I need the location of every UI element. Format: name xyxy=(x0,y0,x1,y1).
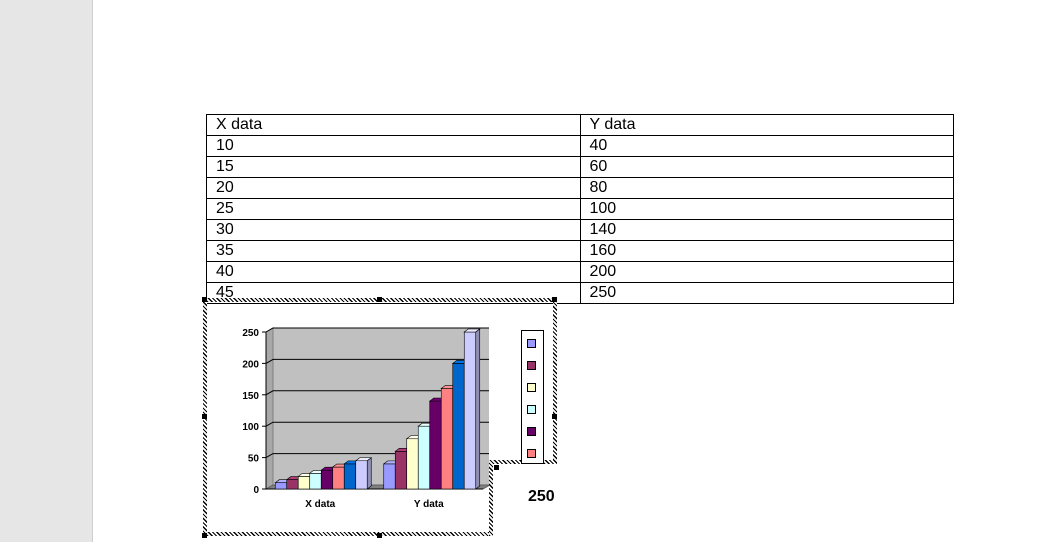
legend-swatch xyxy=(527,383,536,392)
y-tick-label: 250 xyxy=(242,328,259,339)
x-category-label: Y data xyxy=(414,499,444,510)
cell-y-data[interactable]: 60 xyxy=(579,156,954,178)
resize-handle-bottom-right[interactable] xyxy=(494,465,499,470)
table-row: 30 140 xyxy=(206,219,954,241)
cell-y-data[interactable]: 80 xyxy=(579,177,954,199)
legend-swatch xyxy=(527,405,536,414)
cell-x-data[interactable]: 30 xyxy=(206,219,581,241)
bar xyxy=(286,479,299,490)
resize-handle-top-right[interactable] xyxy=(552,297,557,302)
table-row: 20 80 xyxy=(206,177,954,199)
cell-x-data[interactable]: 15 xyxy=(206,156,581,178)
plot-side-wall xyxy=(265,327,274,490)
resize-handle-middle-left[interactable] xyxy=(202,414,207,419)
chart-legend[interactable] xyxy=(521,330,544,464)
y-tick-label: 0 xyxy=(253,485,259,496)
cell-y-data[interactable]: 100 xyxy=(579,198,954,220)
cell-y-data[interactable]: 140 xyxy=(579,219,954,241)
resize-handle-top-left[interactable] xyxy=(202,297,207,302)
value-tooltip: 250 xyxy=(528,488,555,505)
cell-x-data[interactable]: 10 xyxy=(206,135,581,157)
bar-side xyxy=(475,328,481,490)
legend-swatch xyxy=(527,449,536,458)
bar xyxy=(452,363,465,490)
cell-x-data[interactable]: X data xyxy=(206,114,581,136)
bar xyxy=(394,451,408,490)
legend-swatch xyxy=(527,339,536,348)
legend-swatch xyxy=(527,361,536,370)
bar xyxy=(355,460,368,490)
bar xyxy=(320,469,334,490)
resize-handle-middle-right[interactable] xyxy=(552,414,557,419)
cell-y-data[interactable]: 250 xyxy=(579,282,954,304)
selection-border-right-lower[interactable] xyxy=(489,462,493,536)
gridline xyxy=(265,358,489,364)
bar xyxy=(429,400,442,490)
bar xyxy=(463,331,477,490)
selection-border-right-upper[interactable] xyxy=(553,298,557,464)
cell-x-data[interactable]: 25 xyxy=(206,198,581,220)
y-tick-label: 150 xyxy=(242,391,259,402)
cell-x-data[interactable]: 40 xyxy=(206,261,581,283)
cell-x-data[interactable]: 20 xyxy=(206,177,581,199)
resize-handle-top-center[interactable] xyxy=(377,297,382,302)
cell-y-data[interactable]: 160 xyxy=(579,240,954,262)
table-header-row: X data Y data xyxy=(206,114,954,136)
cell-y-data[interactable]: 40 xyxy=(579,135,954,157)
left-margin-panel xyxy=(0,0,93,542)
bar xyxy=(274,482,288,490)
bar xyxy=(309,473,322,490)
y-tick-label: 100 xyxy=(242,422,259,433)
x-category-label: X data xyxy=(305,499,335,510)
cell-x-data[interactable]: 35 xyxy=(206,240,581,262)
table-row: 35 160 xyxy=(206,240,954,262)
cell-y-data[interactable]: Y data xyxy=(579,114,954,136)
table-row: 25 100 xyxy=(206,198,954,220)
table-row: 10 40 xyxy=(206,135,954,157)
resize-handle-bottom-left[interactable] xyxy=(202,533,207,538)
y-tick-label: 200 xyxy=(242,359,259,370)
data-table: X data Y data 10 40 15 60 20 80 25 100 30 140 35 160 4… xyxy=(206,114,954,304)
resize-handle-bottom-center[interactable] xyxy=(377,533,382,538)
bar-side xyxy=(366,457,372,490)
y-tick-label: 50 xyxy=(248,454,260,465)
bar xyxy=(383,463,396,490)
table-row: 40 200 xyxy=(206,261,954,283)
legend-swatch xyxy=(527,427,536,436)
bar xyxy=(297,476,311,490)
gridline xyxy=(265,421,489,427)
cell-y-data[interactable]: 200 xyxy=(579,261,954,283)
bar xyxy=(417,425,431,490)
bar xyxy=(332,466,345,490)
gridline xyxy=(265,327,489,333)
gridline xyxy=(265,390,489,396)
bar xyxy=(440,388,454,490)
bar xyxy=(406,438,419,490)
bar-chart[interactable]: 0 50 100 150 200 250 X data Y data xyxy=(207,302,489,532)
selection-border-bottom[interactable] xyxy=(203,532,493,536)
bar xyxy=(343,463,357,490)
table-row: 15 60 xyxy=(206,156,954,178)
